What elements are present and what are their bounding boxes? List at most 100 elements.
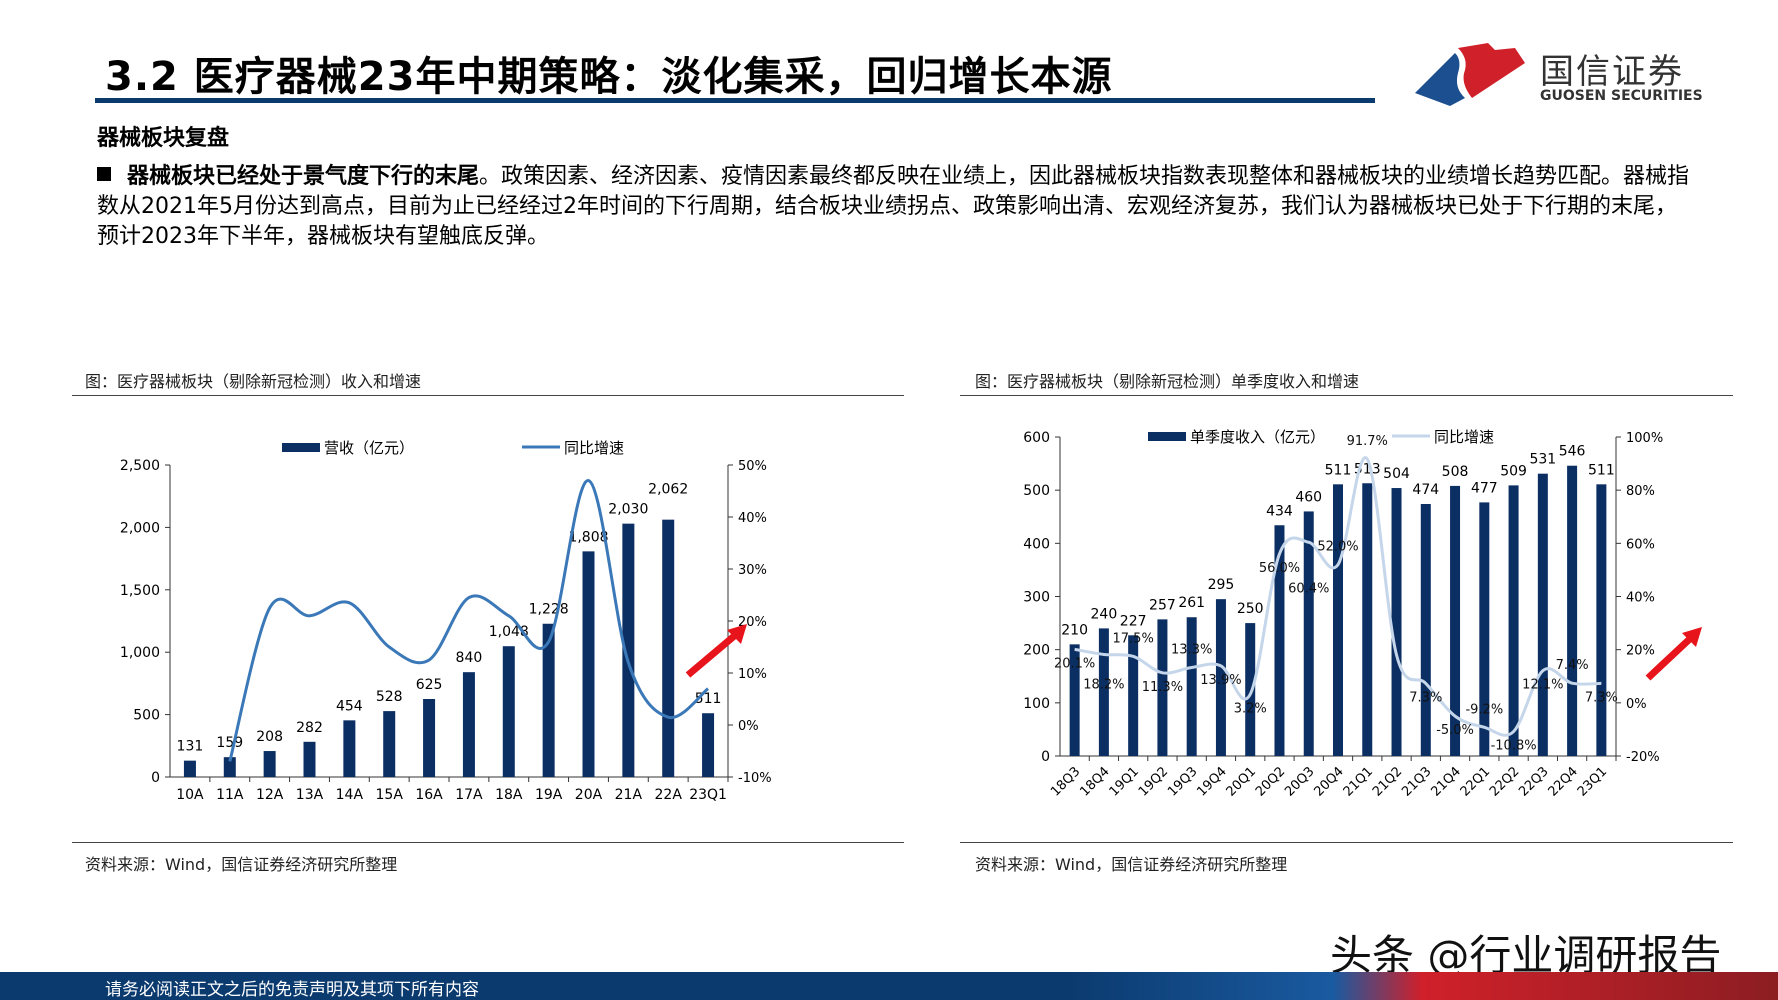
x-tick-label: 18A [495,787,523,803]
x-tick-label: 22Q2 [1487,764,1522,799]
legend-line-label: 同比增速 [1434,428,1494,446]
x-tick-label: 17A [455,787,483,803]
bar [1245,623,1256,756]
bar [223,757,236,777]
x-tick-label: 12A [256,787,284,803]
growth-value-label: 60.4% [1288,581,1329,596]
bar [383,711,396,777]
section-title: 器械板块复盘 [97,126,230,151]
bar-value-label: 840 [456,650,483,666]
y-left-tick-label: 500 [133,708,160,724]
x-tick-label: 19A [535,787,563,803]
bar [1069,644,1080,756]
growth-value-label: 18.2% [1083,677,1124,692]
x-tick-label: 15A [376,787,404,803]
growth-value-label: 7.3% [1409,690,1442,705]
bar-value-label: 295 [1208,577,1235,593]
y-left-tick-label: 1,000 [120,645,160,661]
red-arrow-head-icon [727,624,747,644]
x-tick-label: 22Q4 [1546,764,1581,799]
logo-text-en: GUOSEN SECURITIES [1540,88,1703,104]
left-source-rule [72,842,904,843]
growth-value-label: 3.2% [1234,701,1267,716]
bar [1420,503,1431,756]
bar-value-label: 2,062 [648,482,688,498]
logo-text-cn: 国信证券 [1540,52,1684,92]
growth-value-label: 12.1% [1522,678,1563,693]
bar-value-label: 460 [1295,489,1322,505]
x-tick-label: 22A [655,787,683,803]
x-tick-label: 19Q2 [1136,764,1171,799]
bullet-paragraph: 器械板块已经处于景气度下行的末尾。政策因素、经济因素、疫情因素最终都反映在业绩上… [97,162,1692,252]
y-right-tick-label: 40% [1626,591,1655,606]
bar [1128,635,1139,756]
growth-value-label: 7.3% [1585,690,1618,705]
bar [1391,488,1402,756]
bar-value-label: 1,228 [529,602,569,618]
y-right-tick-label: 0% [1626,697,1647,712]
bar-value-label: 227 [1120,613,1147,629]
x-tick-label: 21Q2 [1370,764,1405,799]
title-underline [95,98,1375,103]
bar [1362,483,1373,756]
x-tick-label: 20A [575,787,603,803]
y-right-tick-label: 30% [738,563,767,578]
growth-value-label: 91.7% [1347,434,1388,449]
x-tick-label: 21Q4 [1428,764,1463,799]
x-tick-label: 18Q4 [1077,764,1112,799]
growth-value-label: 7.4% [1556,658,1589,673]
bar [582,551,595,777]
bar [1567,465,1578,756]
left-chart: 05001,0001,5002,0002,500-10%0%10%20%30%4… [120,439,772,803]
bar [702,713,715,777]
x-tick-label: 20Q4 [1311,764,1346,799]
bar [1479,502,1490,756]
bar-value-label: 504 [1383,466,1410,482]
bar [622,523,635,777]
bar [1215,599,1226,756]
growth-value-label: 17.5% [1113,631,1154,646]
bar-value-label: 1,808 [568,529,608,545]
x-tick-label: 22Q3 [1516,764,1551,799]
x-tick-label: 18Q3 [1048,764,1083,799]
bar [1274,525,1285,756]
legend-bar-swatch [282,443,320,452]
bar [1186,617,1197,756]
bar-value-label: 511 [1588,462,1615,478]
legend-bar-label: 单季度收入（亿元） [1190,428,1325,446]
bar-value-label: 240 [1091,606,1118,622]
bar [1157,619,1168,756]
bar-value-label: 528 [376,689,403,705]
bar-value-label: 250 [1237,601,1264,617]
bar-value-label: 159 [216,735,243,751]
growth-value-label: 13.3% [1171,642,1212,657]
bar [462,672,475,777]
left-figure-source: 资料来源：Wind，国信证券经济研究所整理 [85,855,398,874]
bar [1508,485,1519,756]
bar [662,519,675,777]
bar [423,699,436,777]
x-tick-label: 19Q3 [1165,764,1200,799]
y-right-tick-label: 80% [1626,484,1655,499]
y-left-tick-label: 1,500 [120,583,160,599]
bar-value-label: 531 [1529,452,1556,468]
y-left-tick-label: 600 [1023,430,1050,446]
right-figure-caption: 图：医疗器械板块（剔除新冠检测）单季度收入和增速 [975,372,1360,391]
x-tick-label: 14A [336,787,364,803]
bar [1596,484,1607,756]
x-tick-label: 16A [415,787,443,803]
x-tick-label: 22Q1 [1458,764,1493,799]
bar-value-label: 625 [416,677,443,693]
bar-value-label: 511 [1325,462,1352,478]
bar-value-label: 208 [256,729,283,745]
x-tick-label: 19Q4 [1194,764,1229,799]
growth-value-label: 13.9% [1200,673,1241,688]
bar [303,741,316,777]
x-tick-label: 21A [615,787,643,803]
x-tick-label: 23Q1 [689,787,727,803]
bar [502,646,515,777]
growth-value-label: 11.3% [1142,680,1183,695]
bar-value-label: 257 [1149,597,1176,613]
right-source-rule [960,842,1733,843]
y-left-tick-label: 500 [1023,483,1050,499]
